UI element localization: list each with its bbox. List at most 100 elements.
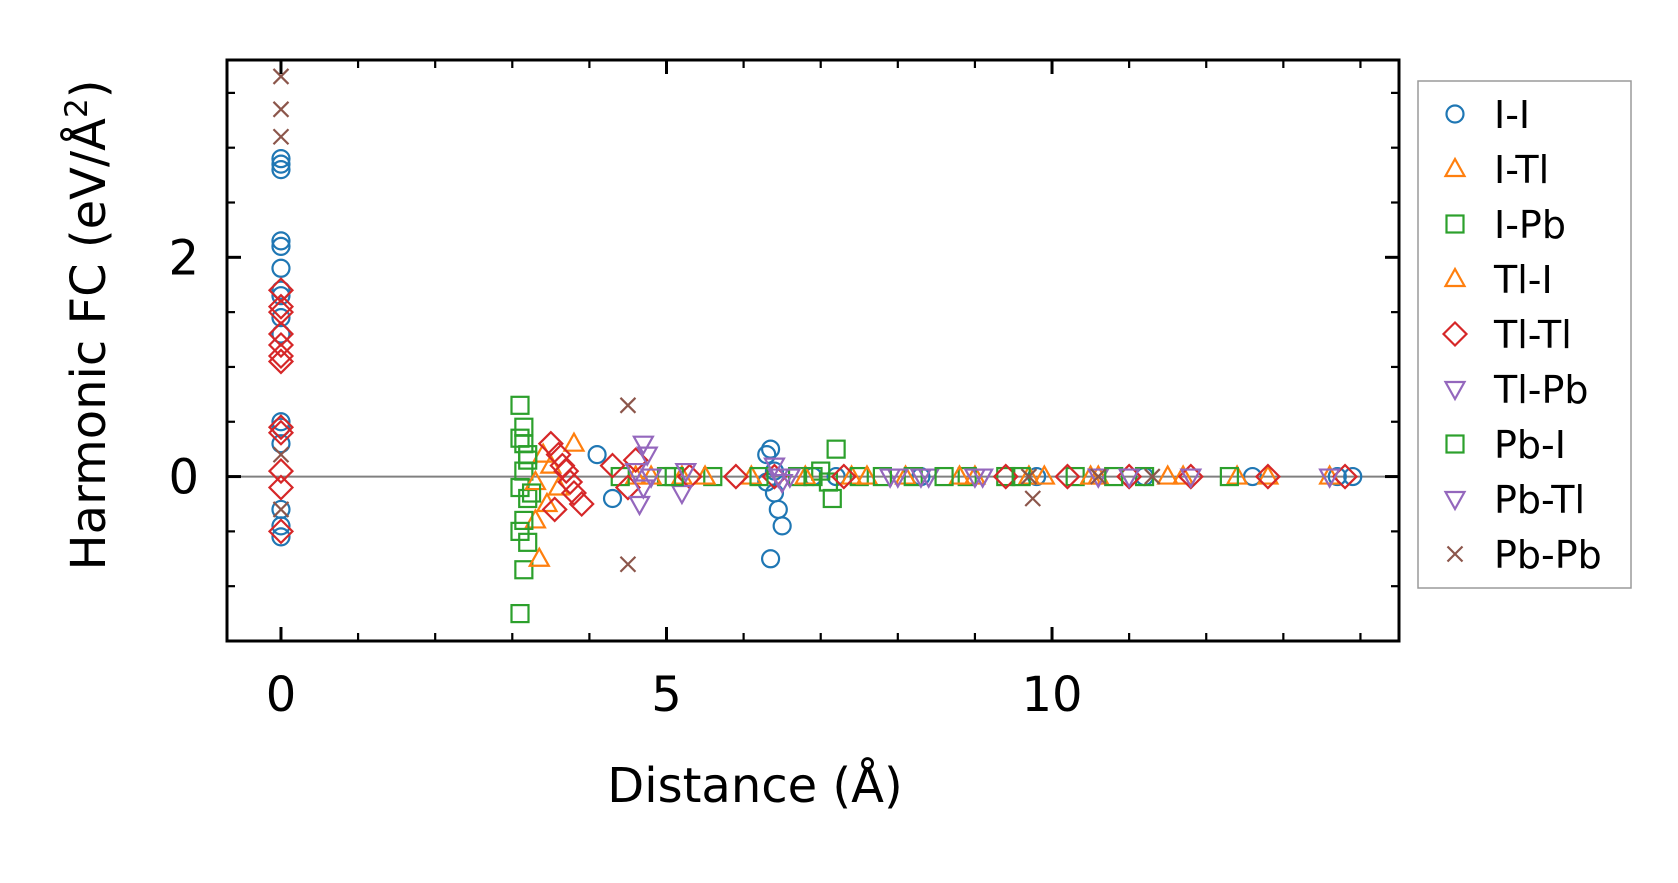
legend: I-I I-Tl I-Pb Tl-I Tl-Tl Tl-Pb Pb-I Pb-Tl Pb-Pb: [1417, 80, 1632, 589]
legend-item: Pb-Pb: [1446, 533, 1602, 577]
data-point: [766, 468, 790, 489]
legend-box: [1417, 80, 1632, 589]
y-axis-label-main: Harmonic FC (eV/Å: [60, 118, 117, 571]
data-point: [903, 466, 923, 487]
series-pb-pb: [272, 68, 1161, 573]
legend-marker: [1445, 434, 1465, 454]
series-i-pb: [510, 395, 1239, 624]
data-point: [602, 488, 623, 509]
data-point: [514, 560, 534, 580]
legend-item: Tl-I: [1443, 258, 1553, 302]
y-tick-label: 0: [168, 450, 199, 506]
data-point: [619, 555, 637, 573]
data-point: [934, 466, 954, 487]
plot-frame: [225, 58, 1401, 643]
data-point: [639, 468, 663, 489]
data-point: [510, 428, 530, 448]
data-point: [1065, 466, 1085, 487]
data-point: [760, 549, 781, 569]
legend-marker: [1443, 156, 1467, 178]
data-point: [562, 431, 586, 452]
legend-item: Pb-Tl: [1443, 478, 1585, 522]
data-point: [514, 417, 534, 437]
data-point: [963, 468, 987, 489]
data-point: [1171, 464, 1195, 485]
axis-ticks: [227, 60, 1399, 643]
data-point: [514, 510, 534, 531]
data-point: [272, 101, 290, 118]
data-point: [878, 468, 902, 489]
data-point: [267, 419, 295, 446]
data-point: [1090, 468, 1107, 485]
data-point: [631, 435, 655, 456]
data-point: [271, 231, 291, 251]
data-point: [631, 479, 655, 500]
data-point: [271, 434, 291, 454]
data-point: [803, 466, 823, 487]
legend-label: I-Pb: [1494, 203, 1566, 247]
series-pb-tl: [624, 462, 1141, 500]
data-point: [537, 430, 564, 457]
y-tick-labels: 02: [168, 230, 199, 505]
legend-marker: [1443, 266, 1467, 288]
legend-marker: [1443, 380, 1467, 402]
legend-item: I-I: [1445, 93, 1530, 137]
data-point: [267, 348, 295, 375]
data-point: [703, 466, 723, 487]
data-point: [267, 458, 295, 485]
data-point: [524, 469, 547, 491]
data-point: [272, 128, 290, 146]
series-i-i: [271, 149, 1363, 569]
legend-marker: [1443, 490, 1467, 512]
data-point: [524, 508, 547, 529]
data-point: [760, 439, 781, 459]
y-axis-label-close: ): [61, 80, 117, 99]
data-point: [1086, 468, 1110, 489]
data-point: [787, 466, 808, 487]
data-point: [1256, 464, 1280, 485]
series-tl-tl: [267, 277, 1359, 545]
data-point: [557, 468, 584, 496]
data-point: [527, 546, 551, 567]
data-point: [267, 518, 295, 545]
data-point: [855, 464, 879, 485]
legend-label: Pb-Tl: [1494, 478, 1585, 522]
data-point: [271, 154, 291, 174]
data-point: [271, 236, 291, 256]
data-point: [826, 439, 846, 459]
data-point: [909, 468, 933, 489]
data-point: [1143, 468, 1161, 485]
data-point: [849, 466, 869, 487]
y-axis-label: Harmonic FC (eV/Å2): [59, 80, 117, 571]
data-point: [271, 160, 291, 180]
data-point: [1219, 466, 1239, 487]
data-point: [553, 458, 580, 485]
data-point: [996, 466, 1016, 487]
legend-label: I-I: [1494, 93, 1530, 137]
data-point: [271, 149, 291, 169]
data-point: [267, 342, 295, 370]
data-point: [1254, 463, 1281, 490]
data-point: [541, 496, 568, 523]
data-point: [272, 68, 290, 85]
data-point: [518, 532, 538, 552]
data-point: [267, 293, 295, 320]
y-axis-label-superscript: 2: [59, 98, 95, 118]
data-point: [768, 499, 788, 520]
data-point: [1179, 468, 1203, 489]
data-point: [514, 434, 534, 454]
data-point: [1343, 466, 1363, 487]
legend-label: Tl-I: [1493, 258, 1553, 302]
series-tl-i: [524, 464, 1280, 567]
data-point: [1117, 468, 1141, 489]
legend-item: I-Pb: [1445, 203, 1566, 247]
data-point: [267, 474, 295, 501]
legend-label: Tl-Tl: [1493, 313, 1572, 357]
data-point: [1318, 468, 1341, 489]
legend-label: Tl-Pb: [1493, 368, 1589, 412]
legend-label: I-Tl: [1494, 148, 1549, 192]
data-point: [271, 412, 291, 432]
x-axis-label: Distance (Å): [607, 757, 902, 814]
x-tick-label: 10: [1021, 667, 1082, 723]
